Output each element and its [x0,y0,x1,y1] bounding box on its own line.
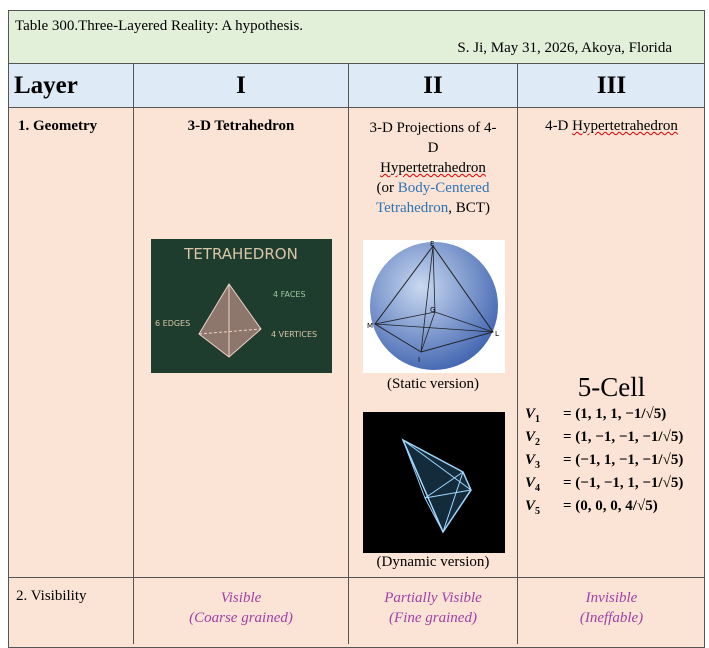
text: V [525,475,536,491]
text: Hypertetrahedron [380,160,486,176]
vertex-list: V1 = (1, 1, 1, −1/√5) V2 = (1, −1, −1, −1/√… [525,406,683,521]
text: Partially Visible [384,590,482,606]
col-header: Layer [14,72,78,99]
col-header: II [423,72,443,99]
vertex-coords: = (−1, 1, −1, −1/√5) [563,452,684,468]
cell-heading: 5-Cell [577,372,646,402]
link-text: Body-Centered [397,180,490,196]
image-text: 6 EDGES [155,319,190,328]
text: 2 [535,437,541,448]
text: 5 [535,506,541,517]
byline: S. Ji, May 31, 2026, Akoya, Florida [457,40,672,56]
link-text: Tetrahedron [376,200,449,216]
vertex-name: V5 [525,498,563,517]
text: 4-D [545,118,569,134]
vertex-coords: = (1, 1, 1, −1/√5) [563,406,667,422]
text: Visible [220,590,262,606]
text: 4 [535,483,541,494]
image-text: G [430,306,435,314]
row-label: 2. Visibility [16,588,87,604]
edge [198,328,262,335]
image-text: E [430,240,434,248]
image-text: L [495,330,499,338]
vertex-name: V4 [525,475,563,494]
vertex-row: V5 = (0, 0, 0, 4/√5) [525,498,683,521]
header-row [8,64,705,108]
cell-text: Visible (Coarse grained) [134,588,348,628]
vertex-row: V2 = (1, −1, −1, −1/√5) [525,429,683,452]
image-text: 4 VERTICES [271,330,317,339]
text: 1 [535,414,541,425]
sphere-image: E M G L I [363,240,505,373]
col-header: III [596,72,627,99]
image-text: M [367,322,373,330]
text: (Fine grained) [389,610,477,626]
vertex-name: V1 [525,406,563,425]
text: V [525,429,536,445]
cell-text: Partially Visible (Fine grained) [349,588,517,628]
caption: (Dynamic version) [376,554,490,570]
cell-text: Invisible (Ineffable) [518,588,705,628]
row-label: 1. Geometry [18,118,98,134]
text: V [525,406,536,422]
text: (or [376,180,395,196]
sphere [370,242,498,370]
bg [363,412,505,553]
vertex-name: V3 [525,452,563,471]
caption: (Static version) [386,376,480,392]
table-title: Table 300.Three-Layered Reality: A hypot… [15,18,304,34]
text: , BCT) [448,200,490,216]
text: 3 [535,460,541,471]
image-text: TETRAHEDRON [183,245,298,263]
text: (Coarse grained) [189,610,293,626]
cell-text: 4-D Hypertetrahedron [518,118,705,135]
title-cell [8,10,705,64]
geometry-row [8,108,705,578]
col-header: I [236,72,246,99]
text: Invisible [585,590,638,606]
cell-text: 3-D Projections of 4-D Hypertetrahedron … [349,118,517,218]
vertex-row: V1 = (1, 1, 1, −1/√5) [525,406,683,429]
col-rule [517,64,518,644]
cell-text: 3-D Tetrahedron [187,118,295,134]
dynamic-image [363,412,505,553]
vertex-name: V2 [525,429,563,448]
image-text: 4 FACES [273,290,306,299]
vertex-coords: = (−1, −1, 1, −1/√5) [563,475,684,491]
text: V [525,452,536,468]
text: Hypertetrahedron [572,118,678,134]
image-text: I [418,356,420,364]
wire [402,439,472,533]
col-rule [348,64,349,644]
text: V [525,498,536,514]
vertex-row: V3 = (−1, 1, −1, −1/√5) [525,452,683,475]
vertex-row: V4 = (−1, −1, 1, −1/√5) [525,475,683,498]
visibility-row [8,578,705,648]
text: (Ineffable) [579,610,644,626]
wire [374,245,494,353]
vertex-coords: = (0, 0, 0, 4/√5) [563,498,658,514]
tetrahedron-image: TETRAHEDRON 4 FACES 6 EDGES 4 VERTICES [151,239,332,373]
col-rule [133,64,134,644]
text: 3-D Projections of 4-D [369,120,497,156]
vertex-coords: = (1, −1, −1, −1/√5) [563,429,684,445]
